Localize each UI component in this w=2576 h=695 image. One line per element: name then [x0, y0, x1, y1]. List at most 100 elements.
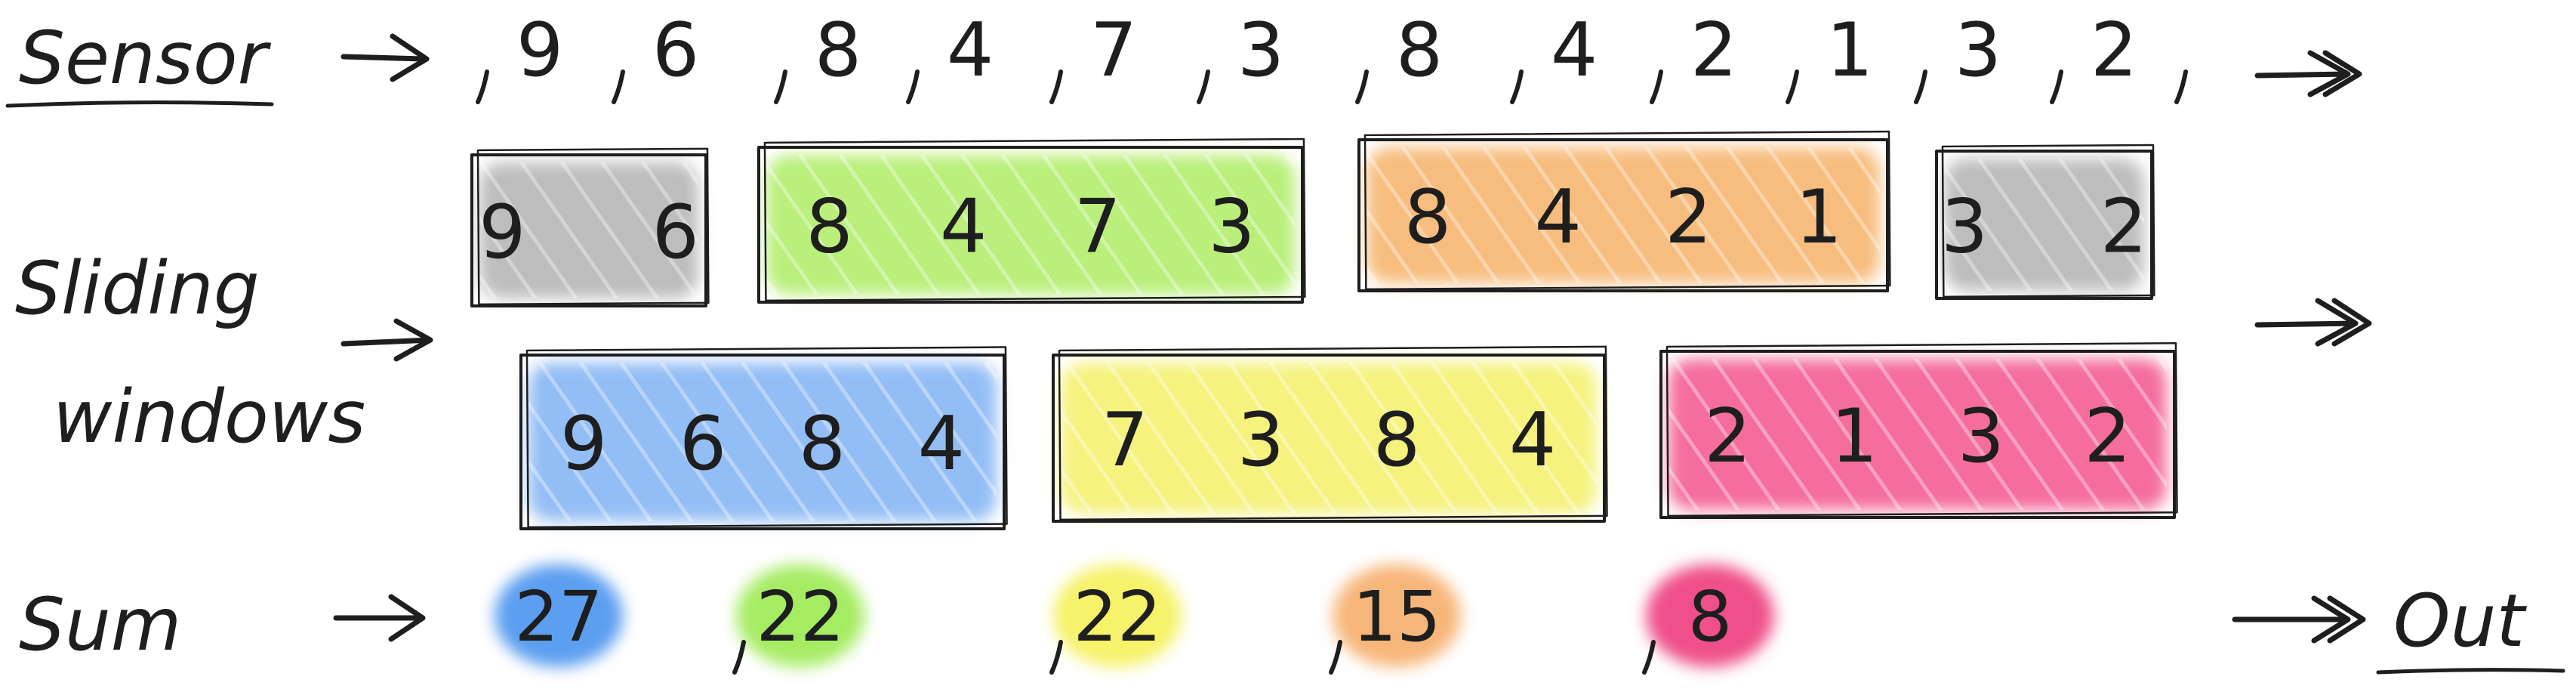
sliding-window-value: 3: [1237, 397, 1284, 483]
sum-arrow-icon: [333, 594, 426, 642]
sum-item: 22: [732, 564, 864, 675]
sensor-value: 2: [1690, 8, 1737, 94]
output-arrow-icon: [2232, 595, 2366, 644]
sum-highlight: [1646, 564, 1774, 667]
sum-value: 8: [1688, 576, 1733, 657]
sliding-window-frame-sketch: [1665, 341, 2178, 517]
sliding-window: 7 3 8 4: [1052, 345, 1608, 523]
tumbling-window-value: 7: [1074, 184, 1121, 270]
stream-comma: [1355, 70, 1369, 104]
sliding-window-value: 6: [679, 401, 726, 487]
sensor-value: 3: [1237, 8, 1284, 94]
out-label: Out: [2393, 579, 2527, 663]
tumbling-window-hatch: [479, 162, 698, 298]
sliding-window-value: 1: [1831, 394, 1878, 480]
stream-comma: [1914, 70, 1927, 104]
sum-item: 22: [1049, 564, 1182, 675]
tumbling-window-value: 2: [2100, 184, 2147, 270]
sensor-value: 9: [516, 8, 563, 94]
tumbling-window-value: 9: [479, 190, 525, 276]
sliding-window-hatch: [1061, 363, 1597, 514]
stream-comma: [1510, 70, 1524, 104]
sliding-window-value: 4: [1509, 397, 1556, 483]
sensor-value: 6: [652, 8, 699, 94]
tumbling-window-value: 3: [1208, 184, 1255, 270]
sliding-window-value: 9: [560, 401, 607, 487]
sliding-arrow-icon: [340, 318, 433, 362]
sensor-arrow-icon: [340, 33, 430, 82]
tumbling-window-frame-sketch: [476, 147, 710, 306]
sliding-window-hatch: [528, 363, 997, 521]
sensor-value: 4: [1551, 8, 1598, 94]
sensor-value: 7: [1090, 8, 1137, 94]
sum-comma: [732, 640, 746, 675]
sum-comma: [1642, 640, 1656, 675]
sum-comma: [1049, 640, 1063, 675]
sliding-label-line1: Sliding: [15, 246, 260, 331]
tumbling-window-frame-sketch: [1363, 130, 1891, 291]
tumbling-window-value: 2: [1665, 175, 1712, 261]
sum-item: 27: [495, 564, 623, 667]
tumbling-window-frame-sketch: [1941, 144, 2155, 298]
stream-comma: [2174, 70, 2188, 104]
sliding-window-value: 2: [1704, 394, 1751, 480]
sensor-value: 4: [947, 8, 994, 94]
stream-comma: [476, 70, 489, 104]
sum-highlight: [495, 564, 623, 667]
sliding-window-hatch: [1669, 359, 2167, 510]
tumbling-window-value: 6: [652, 190, 699, 276]
tumbling-window-value: 8: [806, 184, 852, 270]
sensor-value: 3: [1955, 8, 2001, 94]
sensor-label: Sensor: [19, 16, 272, 100]
tumbling-window-value: 4: [1534, 175, 1581, 261]
sensor-value: 1: [1826, 8, 1873, 94]
sum-highlight: [1053, 564, 1182, 667]
tumbling-window-frame: [757, 146, 1304, 304]
stream-comma: [1197, 70, 1210, 104]
sliding-window-frame: [519, 354, 1006, 530]
stream-comma: [1049, 70, 1063, 104]
sensor-underline: [5, 100, 274, 108]
sliding-window-frame: [1052, 354, 1606, 523]
sliding-window-value: 7: [1102, 397, 1148, 483]
tumbling-window-frame: [1935, 150, 2153, 300]
sum-comma: [1329, 640, 1342, 675]
tumbling-window-value: 4: [940, 184, 987, 270]
out-underline: [2376, 668, 2565, 675]
stream-comma: [2050, 70, 2063, 104]
sliding-window-value: 8: [1373, 397, 1420, 483]
sensor-value: 8: [815, 8, 861, 94]
windows-continue-arrow-icon: [2254, 298, 2372, 347]
sliding-label-line2: windows: [53, 375, 365, 459]
sum-value: 22: [1073, 576, 1161, 657]
tumbling-window-hatch: [1944, 159, 2144, 291]
tumbling-window-frame: [470, 153, 707, 307]
sum-value: 15: [1352, 576, 1441, 657]
tumbling-window-hatch: [766, 155, 1295, 295]
sliding-window-value: 2: [2084, 394, 2131, 480]
sliding-window-value: 3: [1958, 394, 2004, 480]
tumbling-window-value: 3: [1941, 184, 1988, 270]
sliding-window-frame: [1659, 350, 2176, 519]
tumbling-window-frame-sketch: [763, 137, 1306, 302]
sensor-value: 8: [1396, 8, 1443, 94]
stream-comma: [774, 70, 787, 104]
sum-value: 27: [514, 576, 602, 657]
stream-continue-arrow-icon: [2254, 50, 2362, 97]
tumbling-window: 8 4 7 3: [757, 137, 1306, 304]
sliding-window-value: 4: [918, 401, 965, 487]
sliding-window-frame-sketch: [525, 346, 1008, 529]
sliding-window-frame-sketch: [1058, 345, 1608, 521]
stream-comma: [906, 70, 920, 104]
tumbling-window-hatch: [1367, 147, 1880, 283]
sum-item: 8: [1642, 564, 1774, 675]
